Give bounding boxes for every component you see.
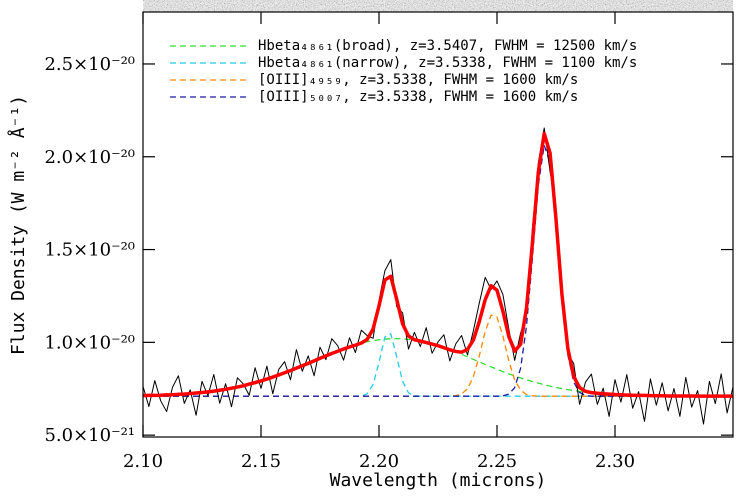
plot-frame [142,11,734,438]
component-line [143,314,733,397]
plot-area [143,127,733,425]
x-tick-label: 2.25 [477,451,517,472]
y-axis-title: Flux Density (W m⁻² Å⁻¹) [7,95,29,355]
y-tick-label: 5.0×10⁻²¹ [44,425,135,446]
legend-entry: [OIII]₄₉₅₉, z=3.5338, FWHM = 1600 km/s [258,72,578,88]
x-tick-label: 2.10 [123,451,163,472]
legend-entry: Hbeta₄₈₆₁(broad), z=3.5407, FWHM = 12500… [258,38,637,54]
series-group [143,127,733,425]
legend-entry: Hbeta₄₈₆₁(narrow), z=3.5338, FWHM = 1100… [258,55,637,71]
spectrum-image [143,0,733,12]
legend-entry: [OIII]₅₀₀₇, z=3.5338, FWHM = 1600 km/s [258,89,578,105]
x-tick-label: 2.30 [595,451,635,472]
y-tick-label: 1.5×10⁻²⁰ [44,240,135,261]
y-tick-label: 1.0×10⁻²⁰ [44,332,135,353]
x-tick-label: 2.20 [359,451,399,472]
y-tick-label: 2.0×10⁻²⁰ [44,147,135,168]
x-tick-label: 2.15 [241,451,281,472]
y-tick-label: 2.5×10⁻²⁰ [44,54,135,75]
spectrum-line [143,131,733,398]
component-line [143,144,733,397]
x-axis-title: Wavelength (microns) [330,470,547,491]
spectrum-line [143,127,733,425]
